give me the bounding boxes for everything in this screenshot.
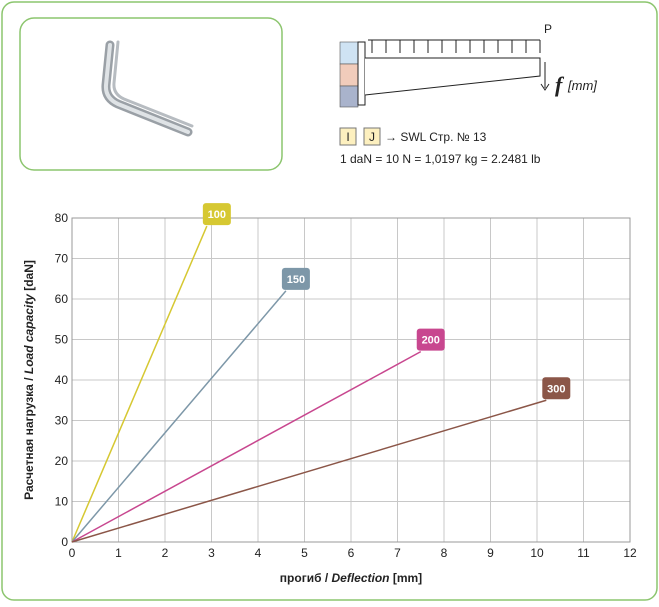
deflection-unit: [mm] bbox=[567, 78, 597, 93]
profile-label: J bbox=[369, 130, 375, 144]
x-tick-label: 9 bbox=[487, 546, 494, 560]
x-tick-label: 12 bbox=[623, 546, 637, 560]
y-tick-label: 70 bbox=[55, 252, 69, 266]
x-tick-label: 6 bbox=[348, 546, 355, 560]
y-tick-label: 40 bbox=[55, 373, 69, 387]
y-axis-label-part: Расчетная нагрузка / bbox=[22, 374, 36, 500]
profile-label: I bbox=[346, 130, 349, 144]
product-box bbox=[19, 17, 283, 171]
beam-diagram bbox=[339, 39, 550, 108]
x-tick-label: 10 bbox=[530, 546, 544, 560]
deflection-symbol: f bbox=[555, 72, 565, 97]
load-label: P bbox=[544, 22, 552, 36]
x-tick-label: 3 bbox=[208, 546, 215, 560]
series-label: 200 bbox=[422, 335, 440, 347]
series-badge bbox=[542, 377, 571, 400]
conversion: 1 daN = 10 N = 1,0197 kg = 2.2481 lb bbox=[340, 152, 541, 166]
series-badge bbox=[281, 267, 310, 290]
y-tick-label: 20 bbox=[55, 454, 69, 468]
reference: → SWL Стр. № 13 bbox=[385, 130, 487, 144]
x-tick-label: 1 bbox=[115, 546, 122, 560]
y-tick-label: 30 bbox=[55, 414, 69, 428]
x-tick-label: 4 bbox=[255, 546, 262, 560]
y-axis-label: Расчетная нагрузка / Load capacity [daN] bbox=[22, 260, 36, 500]
y-axis-label-part: [daN] bbox=[22, 260, 36, 294]
x-tick-label: 8 bbox=[441, 546, 448, 560]
bracket-image bbox=[101, 40, 194, 137]
plot-border bbox=[71, 217, 631, 543]
series-label: 150 bbox=[287, 274, 305, 286]
y-tick-label: 80 bbox=[55, 211, 69, 225]
series-badge bbox=[202, 203, 231, 226]
x-axis-label-part: прогиб / bbox=[280, 571, 332, 585]
x-axis-label-part: Deflection bbox=[332, 571, 390, 585]
x-tick-label: 7 bbox=[394, 546, 401, 560]
x-tick-label: 5 bbox=[301, 546, 308, 560]
series-line bbox=[71, 290, 287, 543]
y-tick-label: 50 bbox=[55, 333, 69, 347]
x-axis-label-part: [mm] bbox=[390, 571, 423, 585]
series-line bbox=[71, 399, 547, 543]
x-tick-label: 0 bbox=[69, 546, 76, 560]
y-axis-label-part: Load capacity bbox=[22, 293, 36, 374]
series-badge bbox=[416, 328, 445, 351]
y-tick-label: 10 bbox=[55, 495, 69, 509]
y-tick-label: 0 bbox=[61, 535, 68, 549]
x-axis-label: прогиб / Deflection [mm] bbox=[280, 571, 422, 585]
series-label: 300 bbox=[547, 383, 565, 395]
y-tick-label: 60 bbox=[55, 292, 69, 306]
series-label: 100 bbox=[208, 209, 226, 221]
x-tick-label: 11 bbox=[577, 546, 590, 560]
x-tick-label: 2 bbox=[162, 546, 169, 560]
series-line bbox=[71, 225, 208, 543]
profile-box bbox=[363, 127, 381, 146]
profile-box bbox=[339, 127, 357, 146]
series-line bbox=[71, 350, 422, 543]
